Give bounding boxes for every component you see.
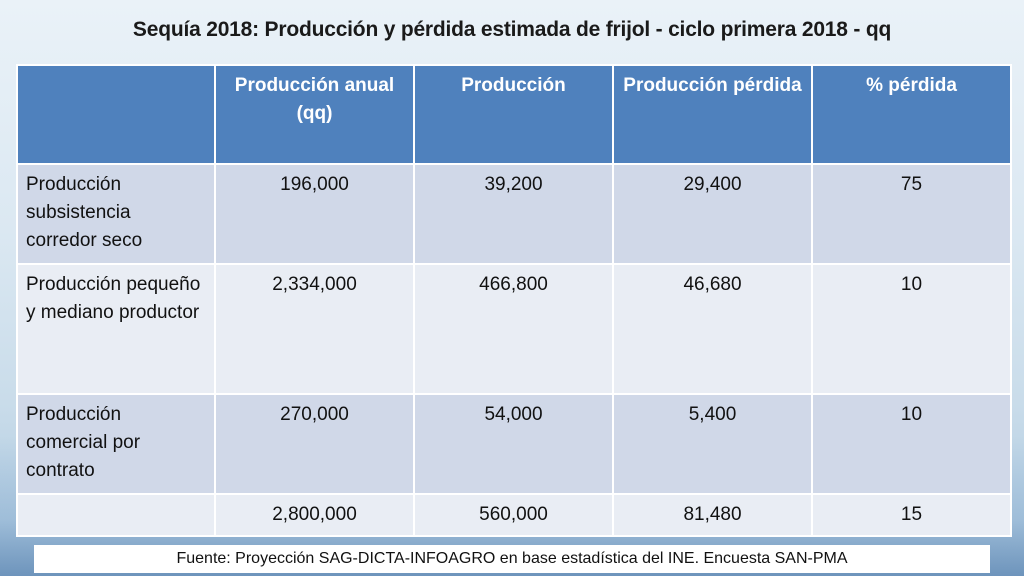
header-empty	[16, 64, 216, 165]
cell-production: 54,000	[413, 393, 614, 495]
cell-loss-percent: 10	[811, 393, 1012, 495]
source-footnote: Fuente: Proyección SAG-DICTA-INFOAGRO en…	[34, 545, 990, 573]
header-lost-production: Producción pérdida	[612, 64, 813, 165]
cell-loss-percent: 15	[811, 493, 1012, 537]
cell-annual-production: 2,800,000	[214, 493, 415, 537]
row-label: Producción subsistencia corredor seco	[16, 163, 216, 265]
table-row: Producción pequeño y mediano productor 2…	[16, 263, 1012, 395]
cell-production: 560,000	[413, 493, 614, 537]
row-label	[16, 493, 216, 537]
slide-title: Sequía 2018: Producción y pérdida estima…	[132, 18, 892, 41]
cell-annual-production: 196,000	[214, 163, 415, 265]
header-annual-production: Producción anual (qq)	[214, 64, 415, 165]
cell-production: 466,800	[413, 263, 614, 395]
cell-lost-production: 46,680	[612, 263, 813, 395]
cell-annual-production: 2,334,000	[214, 263, 415, 395]
cell-loss-percent: 75	[811, 163, 1012, 265]
cell-lost-production: 29,400	[612, 163, 813, 265]
table-header-row: Producción anual (qq) Producción Producc…	[16, 64, 1012, 165]
table-total-row: 2,800,000 560,000 81,480 15	[16, 493, 1012, 537]
header-loss-percent: % pérdida	[811, 64, 1012, 165]
production-loss-table: Producción anual (qq) Producción Producc…	[16, 64, 1012, 537]
row-label: Producción comercial por contrato	[16, 393, 216, 495]
cell-lost-production: 5,400	[612, 393, 813, 495]
cell-loss-percent: 10	[811, 263, 1012, 395]
header-production: Producción	[413, 64, 614, 165]
table-row: Producción comercial por contrato 270,00…	[16, 393, 1012, 495]
row-label: Producción pequeño y mediano productor	[16, 263, 216, 395]
cell-annual-production: 270,000	[214, 393, 415, 495]
cell-production: 39,200	[413, 163, 614, 265]
table-row: Producción subsistencia corredor seco 19…	[16, 163, 1012, 265]
cell-lost-production: 81,480	[612, 493, 813, 537]
